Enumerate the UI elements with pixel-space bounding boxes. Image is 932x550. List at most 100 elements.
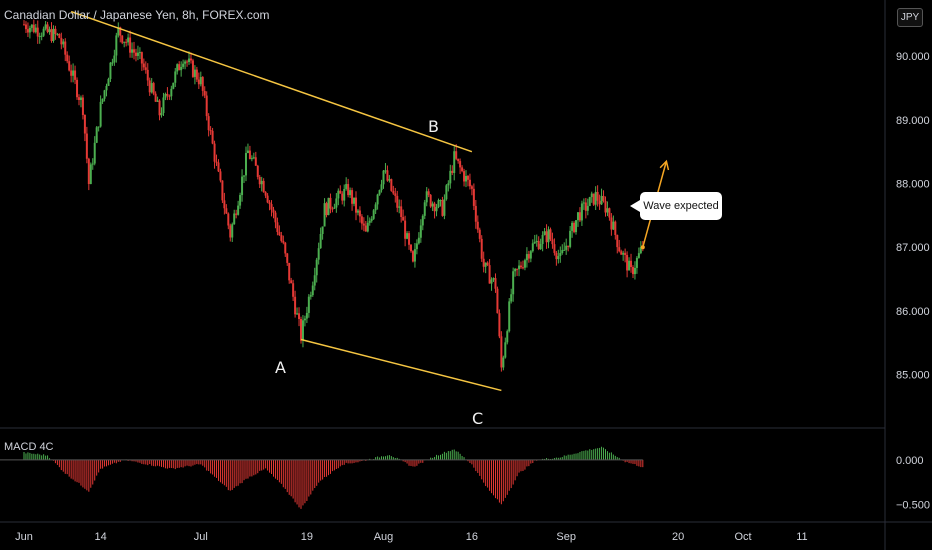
candle-body — [174, 71, 177, 83]
candle-body — [637, 253, 640, 258]
candle-body — [590, 193, 593, 198]
candle-body — [343, 188, 346, 201]
wave-label-a: A — [275, 358, 286, 377]
candle-body — [504, 342, 507, 358]
candle-body — [510, 294, 513, 302]
candle-body — [166, 93, 169, 96]
candle-body — [38, 36, 41, 38]
candle-body — [374, 204, 377, 211]
candle-body — [439, 200, 442, 202]
candle-body — [386, 170, 389, 181]
candle-body — [537, 240, 540, 250]
candle-body — [453, 151, 456, 173]
candle-body — [23, 24, 25, 26]
candle-body — [349, 190, 352, 196]
candle-body — [154, 93, 157, 102]
candle-body — [239, 195, 242, 206]
candle-body — [260, 180, 263, 185]
currency-badge[interactable]: JPY — [897, 8, 923, 27]
candle-body — [396, 195, 399, 208]
candle-body — [630, 260, 633, 268]
trendline — [300, 338, 502, 392]
candle-body — [123, 41, 126, 43]
current-price-marker — [640, 245, 645, 250]
candle-body — [494, 278, 497, 289]
candle-body — [134, 52, 137, 56]
candle-body — [582, 202, 585, 204]
candle-body — [516, 268, 519, 270]
candle-body — [97, 126, 100, 128]
candle-body — [616, 235, 619, 248]
candle-body — [256, 165, 259, 177]
candle-body — [142, 63, 145, 68]
candle-body — [248, 150, 251, 159]
candle-body — [466, 175, 469, 180]
candle-body — [419, 225, 422, 238]
time-tick-label: Jul — [194, 531, 208, 543]
candle-body — [498, 313, 501, 337]
candle-body — [282, 240, 285, 243]
candle-body — [274, 212, 277, 223]
price-tick-label: 86.000 — [896, 306, 930, 318]
candle-body — [233, 213, 236, 225]
candle-body — [472, 188, 475, 206]
candle-body — [103, 90, 106, 99]
candle-body — [66, 54, 69, 62]
candle-body — [268, 202, 271, 205]
candle-body — [567, 245, 570, 247]
candle-body — [46, 24, 49, 33]
candle-body — [42, 28, 45, 36]
candle-body — [62, 41, 65, 45]
candle-body — [225, 208, 228, 214]
candle-body — [376, 194, 379, 205]
candle-body — [413, 249, 416, 262]
candle-body — [392, 190, 395, 194]
candle-body — [138, 52, 141, 54]
candle-body — [580, 203, 583, 221]
candle-body — [221, 180, 224, 201]
candle-body — [555, 252, 558, 260]
candle-body — [551, 239, 554, 245]
candle-body — [115, 35, 118, 56]
candle-body — [197, 79, 200, 85]
time-tick-label: Sep — [556, 531, 576, 543]
candle-body — [543, 231, 546, 235]
candle-body — [252, 157, 255, 159]
candle-body — [431, 203, 434, 207]
candle-body — [368, 220, 371, 223]
candle-body — [563, 249, 566, 251]
candle-body — [531, 243, 534, 252]
candle-body — [476, 221, 479, 230]
candle-body — [307, 296, 310, 313]
candle-body — [227, 213, 230, 226]
candle-body — [620, 251, 623, 255]
candle-body — [624, 252, 627, 256]
candle-body — [231, 224, 234, 238]
price-tick-label: 85.000 — [896, 370, 930, 382]
candle-body — [529, 251, 532, 259]
candle-body — [425, 191, 428, 203]
candle-body — [286, 253, 289, 263]
candle-body — [266, 195, 269, 203]
candle-body — [427, 191, 430, 195]
candle-body — [91, 163, 94, 165]
candle-body — [254, 157, 257, 166]
candle-body — [451, 170, 454, 173]
candle-body — [140, 52, 143, 64]
candle-body — [78, 97, 81, 100]
candle-body — [612, 221, 615, 230]
candle-body — [213, 143, 216, 162]
candle-body — [402, 217, 405, 221]
candle-body — [168, 95, 171, 97]
candle-body — [578, 212, 581, 221]
candle-body — [390, 179, 393, 191]
candle-body — [160, 112, 163, 116]
candle-body — [244, 153, 247, 176]
time-tick-label: 19 — [301, 531, 313, 543]
candle-body — [474, 205, 477, 222]
candle-body — [592, 193, 595, 205]
candle-body — [60, 37, 63, 45]
candle-body — [156, 100, 159, 102]
candle-body — [150, 83, 153, 93]
